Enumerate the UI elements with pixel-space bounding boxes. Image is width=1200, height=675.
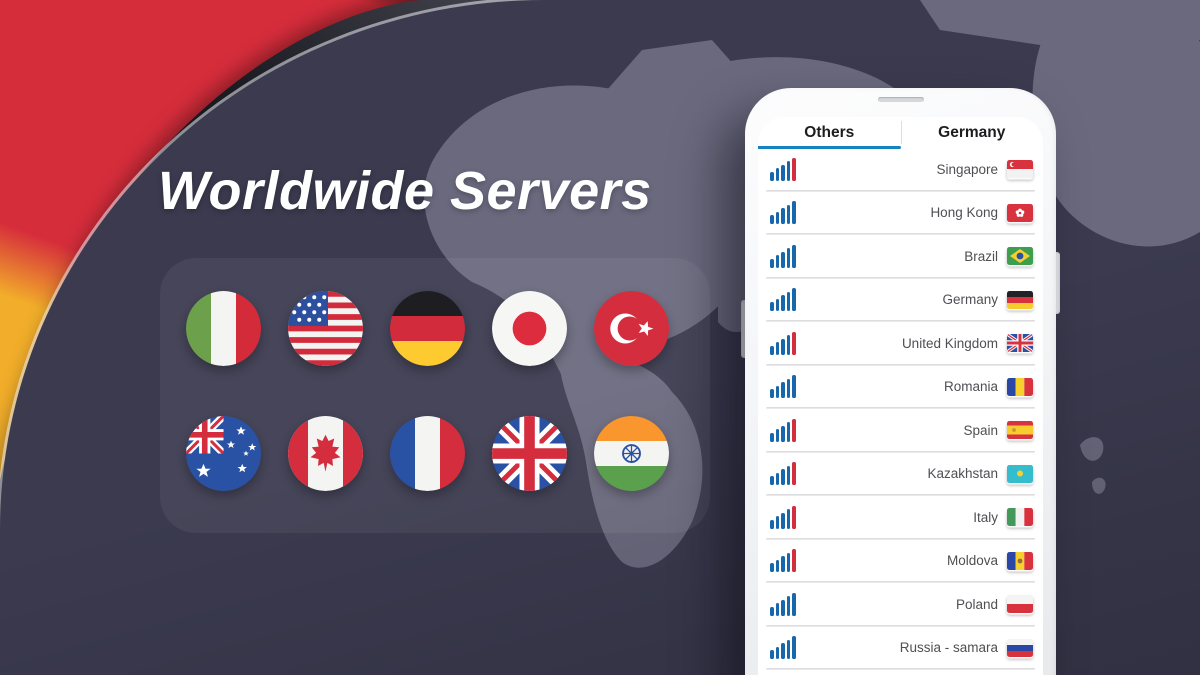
server-row-poland[interactable]: Poland xyxy=(758,584,1043,628)
server-name: Hong Kong xyxy=(930,205,998,221)
tab-divider xyxy=(900,121,902,144)
server-row-spain[interactable]: Spain xyxy=(758,410,1043,454)
flag-united-kingdom-icon xyxy=(1007,334,1033,353)
server-name: Moldova xyxy=(946,553,998,569)
phone-mockup: Others Germany Singapore xyxy=(741,88,1061,675)
flag-germany-circle-icon xyxy=(390,291,465,366)
server-row-italy[interactable]: Italy xyxy=(758,497,1043,541)
flag-india-circle-icon xyxy=(594,416,669,491)
flag-uk-circle-icon xyxy=(492,416,567,491)
server-row-hong-kong[interactable]: Hong Kong xyxy=(758,192,1043,236)
flag-canada-circle-icon xyxy=(288,416,363,491)
flag-france-circle-icon xyxy=(390,416,465,491)
power-button xyxy=(1053,252,1060,314)
signal-bars-icon xyxy=(770,157,796,181)
signal-bars-icon xyxy=(770,636,796,660)
server-row-kazakhstan[interactable]: Kazakhstan xyxy=(758,453,1043,497)
signal-bars-icon xyxy=(770,201,796,225)
server-row-moldova[interactable]: Moldova xyxy=(758,540,1043,584)
flag-russia-icon xyxy=(1007,638,1033,657)
tab-bar: Others Germany xyxy=(758,117,1043,149)
flag-turkey-circle-icon xyxy=(594,291,669,366)
server-name: Romania xyxy=(943,379,998,395)
flag-japan-circle-icon xyxy=(492,291,567,366)
flag-panel xyxy=(160,258,710,533)
signal-bars-icon xyxy=(770,549,796,573)
flag-romania-icon xyxy=(1007,377,1033,396)
flag-poland-icon xyxy=(1007,595,1033,614)
server-name: Kazakhstan xyxy=(927,466,998,482)
flag-italy-circle-icon xyxy=(186,291,261,366)
flag-hong-kong-icon xyxy=(1007,203,1033,222)
tab-germany[interactable]: Germany xyxy=(938,124,1006,141)
flag-usa-circle-icon xyxy=(288,291,363,366)
flag-spain-icon xyxy=(1007,421,1033,440)
server-name: Singapore xyxy=(936,161,998,177)
volume-button xyxy=(741,300,748,358)
signal-bars-icon xyxy=(770,418,796,442)
server-row-romania[interactable]: Romania xyxy=(758,366,1043,410)
flag-singapore-icon xyxy=(1007,160,1033,179)
active-tab-indicator xyxy=(758,145,901,149)
server-name: Germany xyxy=(942,292,998,308)
signal-bars-icon xyxy=(770,244,796,268)
server-name: Brazil xyxy=(964,248,998,264)
server-row-singapore[interactable]: Singapore xyxy=(758,149,1043,193)
server-name: Spain xyxy=(963,422,998,438)
signal-bars-icon xyxy=(770,288,796,312)
server-name: Poland xyxy=(955,596,998,612)
server-row-russia-samara[interactable]: Russia - samara xyxy=(758,627,1043,671)
flag-kazakhstan-icon xyxy=(1007,464,1033,483)
flag-italy-icon xyxy=(1007,508,1033,527)
flag-australia-circle-icon xyxy=(186,416,261,491)
server-row-brazil[interactable]: Brazil xyxy=(758,236,1043,280)
tab-others[interactable]: Others xyxy=(804,124,855,141)
server-name: Russia - samara xyxy=(899,640,998,656)
phone-frame: Others Germany Singapore xyxy=(745,88,1056,675)
page-title: Worldwide Servers xyxy=(158,161,652,221)
signal-bars-icon xyxy=(770,375,796,399)
server-name: United Kingdom xyxy=(901,335,998,351)
speaker-grill-icon xyxy=(877,97,924,102)
flag-brazil-icon xyxy=(1007,247,1033,266)
signal-bars-icon xyxy=(770,592,796,616)
phone-screen: Others Germany Singapore xyxy=(758,117,1043,675)
flag-germany-icon xyxy=(1007,290,1033,309)
server-row-united-kingdom[interactable]: United Kingdom xyxy=(758,323,1043,367)
flag-moldova-icon xyxy=(1007,551,1033,570)
signal-bars-icon xyxy=(770,462,796,486)
signal-bars-icon xyxy=(770,331,796,355)
server-list: Singapore Hong Kong xyxy=(758,149,1043,671)
server-row-germany[interactable]: Germany xyxy=(758,279,1043,323)
signal-bars-icon xyxy=(770,505,796,529)
server-name: Italy xyxy=(973,509,998,525)
